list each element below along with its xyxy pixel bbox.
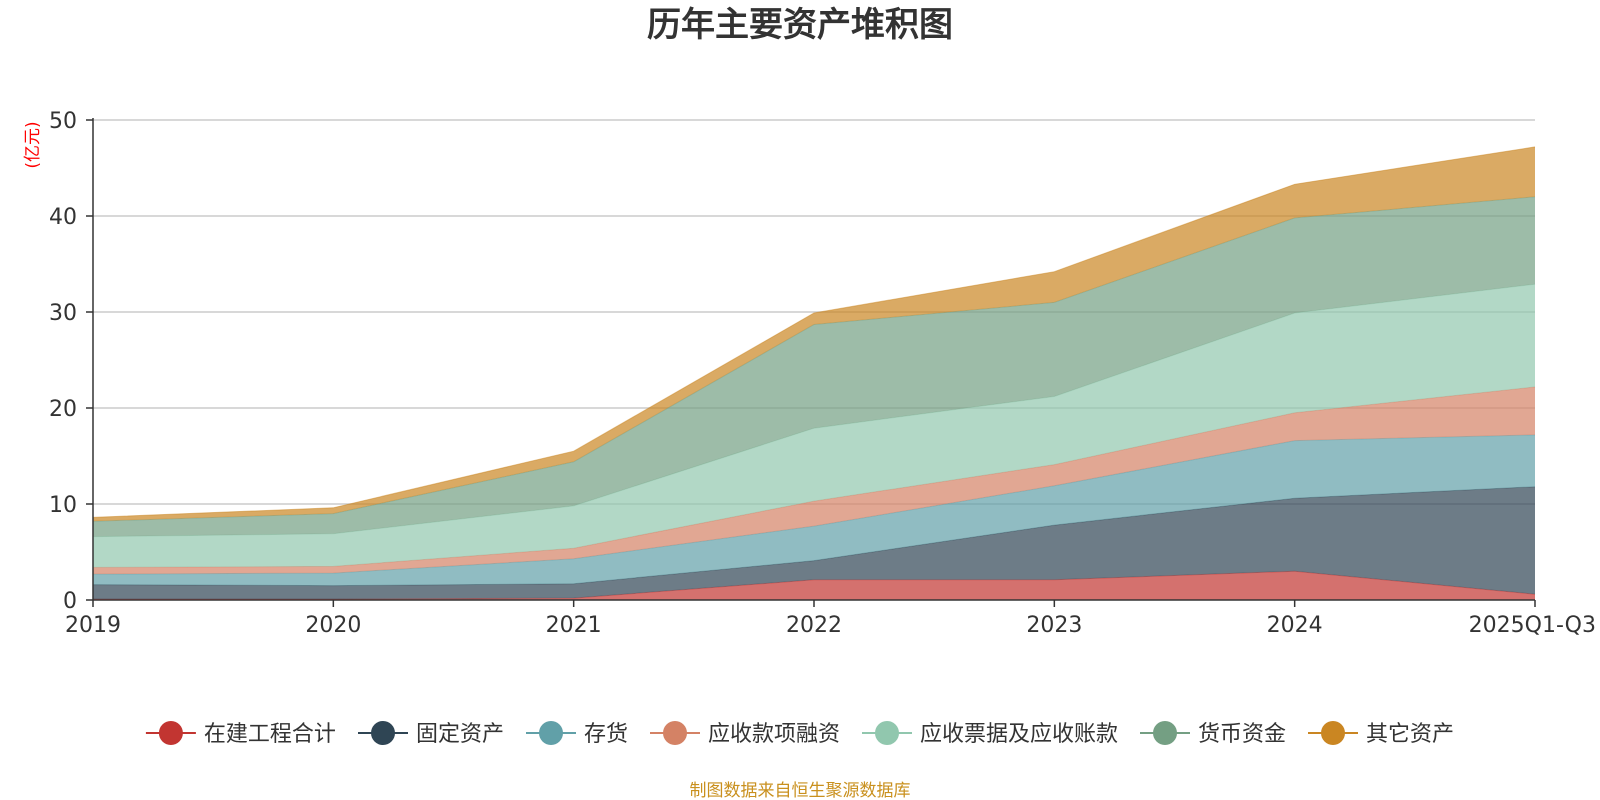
area-series-2 xyxy=(93,434,1535,586)
data-source-note: 制图数据来自恒生聚源数据库 xyxy=(690,781,911,800)
chart-title: 历年主要资产堆积图 xyxy=(647,5,953,45)
area-series-0 xyxy=(93,571,1535,600)
legend-label: 应收款项融资 xyxy=(708,722,840,747)
x-axis-ticks: 2019 2020 2021 2022 2023 2024 2025Q1-Q3 xyxy=(65,600,1596,638)
y-axis-unit-label: (亿元) xyxy=(23,121,43,168)
area-series-group xyxy=(92,146,1536,600)
legend-marker xyxy=(371,721,395,745)
legend-label: 应收票据及应收账款 xyxy=(920,722,1118,747)
legend-marker xyxy=(1153,721,1177,745)
x-tick-label: 2021 xyxy=(546,613,602,638)
area-series-3 xyxy=(93,386,1535,575)
x-tick-label: 2022 xyxy=(786,613,842,638)
legend-item-6[interactable]: 其它资产 xyxy=(1308,721,1454,747)
legend-item-3[interactable]: 应收款项融资 xyxy=(650,721,840,747)
legend-marker xyxy=(875,721,899,745)
legend[interactable]: 在建工程合计 固定资产 存货 应收款项融资 应收票据及应收账款 货币资金 其它资产 xyxy=(145,721,1454,747)
legend-label: 货币资金 xyxy=(1198,722,1286,747)
legend-item-4[interactable]: 应收票据及应收账款 xyxy=(862,721,1118,747)
y-axis-ticks: 0 10 20 30 40 50 xyxy=(49,109,93,614)
legend-marker xyxy=(1321,721,1345,745)
y-tick-label: 50 xyxy=(49,109,77,134)
y-tick-label: 0 xyxy=(63,589,77,614)
area-series-5 xyxy=(93,196,1535,537)
legend-marker xyxy=(663,721,687,745)
x-tick-label: 2023 xyxy=(1026,613,1082,638)
legend-label: 固定资产 xyxy=(416,722,504,747)
legend-item-1[interactable]: 固定资产 xyxy=(358,721,504,747)
legend-item-0[interactable]: 在建工程合计 xyxy=(145,721,336,747)
x-tick-label: 2019 xyxy=(65,613,121,638)
x-tick-label: 2024 xyxy=(1267,613,1323,638)
area-series-6 xyxy=(93,146,1535,522)
y-tick-label: 30 xyxy=(49,301,77,326)
y-tick-label: 10 xyxy=(49,493,77,518)
area-series-1 xyxy=(93,486,1535,599)
area-series-edge-6 xyxy=(92,146,1536,518)
legend-marker xyxy=(158,721,183,745)
legend-item-2[interactable]: 存货 xyxy=(526,721,628,747)
x-tick-label: 2025Q1-Q3 xyxy=(1469,613,1596,638)
legend-label: 在建工程合计 xyxy=(204,722,336,747)
legend-label: 存货 xyxy=(584,722,628,747)
x-tick-label: 2020 xyxy=(305,613,361,638)
legend-item-5[interactable]: 货币资金 xyxy=(1140,721,1286,747)
y-tick-label: 40 xyxy=(49,205,77,230)
y-tick-label: 20 xyxy=(49,397,77,422)
legend-label: 其它资产 xyxy=(1366,722,1454,747)
legend-marker xyxy=(539,721,563,745)
